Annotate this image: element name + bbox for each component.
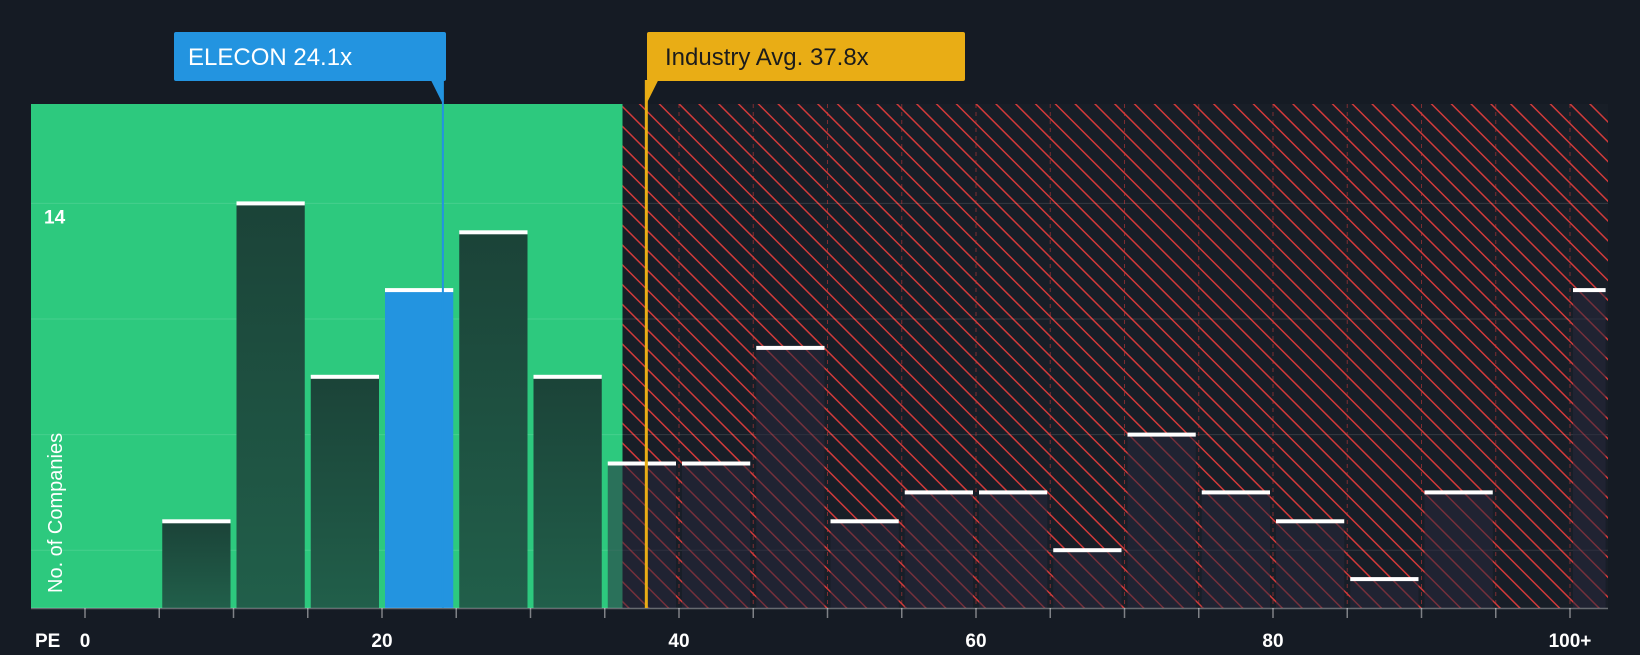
bar-top-cap — [236, 201, 305, 206]
x-tick-label: 60 — [965, 631, 986, 650]
bar-top-cap — [533, 374, 602, 379]
histogram-bar — [533, 376, 602, 608]
histogram-bar — [904, 492, 973, 608]
bar-top-cap — [1053, 548, 1122, 553]
bar-top-cap — [756, 345, 825, 350]
gridlines-layer — [31, 104, 1608, 608]
histogram-bar — [830, 521, 899, 608]
bar-top-cap — [979, 490, 1048, 495]
bar-highlight-elecon — [385, 290, 454, 608]
bar-top-cap — [830, 519, 899, 524]
histogram-bar — [459, 232, 528, 609]
company-callout-box — [174, 32, 446, 81]
bar-top-cap — [1276, 519, 1345, 524]
histogram-bar — [979, 492, 1048, 608]
histogram-bar — [1424, 492, 1493, 608]
x-tick-label: 80 — [1262, 631, 1283, 650]
bar-top-cap — [904, 490, 973, 495]
histogram-bar — [1276, 521, 1345, 608]
industry-avg-callout-pointer — [646, 80, 659, 104]
x-tick-label: 0 — [80, 631, 91, 650]
x-tick-label: 100+ — [1549, 631, 1592, 650]
histogram-bar — [1573, 290, 1606, 608]
bar-top-cap — [607, 461, 676, 466]
bar-top-cap — [1127, 432, 1196, 437]
y-tick-label: 14 — [44, 207, 66, 228]
histogram-bar — [756, 347, 825, 608]
bar-top-cap — [459, 230, 528, 235]
histogram-bar — [1053, 550, 1122, 608]
bars-layer — [162, 201, 1606, 609]
x-tick-label: 40 — [668, 631, 689, 650]
histogram-bar — [682, 463, 751, 608]
histogram-bar — [1201, 492, 1270, 608]
axis-layer: 0 20 40 60 80 100+ PE 14 No. of Companies — [31, 207, 1608, 652]
bar-top-cap — [1573, 288, 1606, 293]
industry-avg-callout-label: Industry Avg. 37.8x — [665, 44, 869, 71]
histogram-bar — [607, 463, 676, 608]
x-tick-label: 20 — [371, 631, 392, 650]
bar-top-cap — [310, 374, 379, 379]
histogram-bar — [236, 203, 305, 608]
industry-avg-callout-box — [647, 32, 965, 81]
histogram-bar — [310, 376, 379, 608]
histogram-bar — [1350, 579, 1419, 608]
x-axis-title: PE — [35, 631, 60, 650]
histogram-bar — [162, 521, 231, 608]
bar-top-cap — [1201, 490, 1270, 495]
callouts-layer: ELECON 24.1x Industry Avg. 37.8x — [174, 32, 965, 608]
bar-top-cap — [385, 288, 454, 293]
bar-top-cap — [1424, 490, 1493, 495]
histogram-bar — [1127, 434, 1196, 608]
bar-top-cap — [682, 461, 751, 466]
company-callout-pointer — [430, 80, 443, 104]
y-axis-title: No. of Companies — [45, 433, 67, 593]
bar-top-cap — [162, 519, 231, 524]
company-callout-label: ELECON 24.1x — [188, 44, 352, 71]
bar-top-cap — [1350, 577, 1419, 582]
